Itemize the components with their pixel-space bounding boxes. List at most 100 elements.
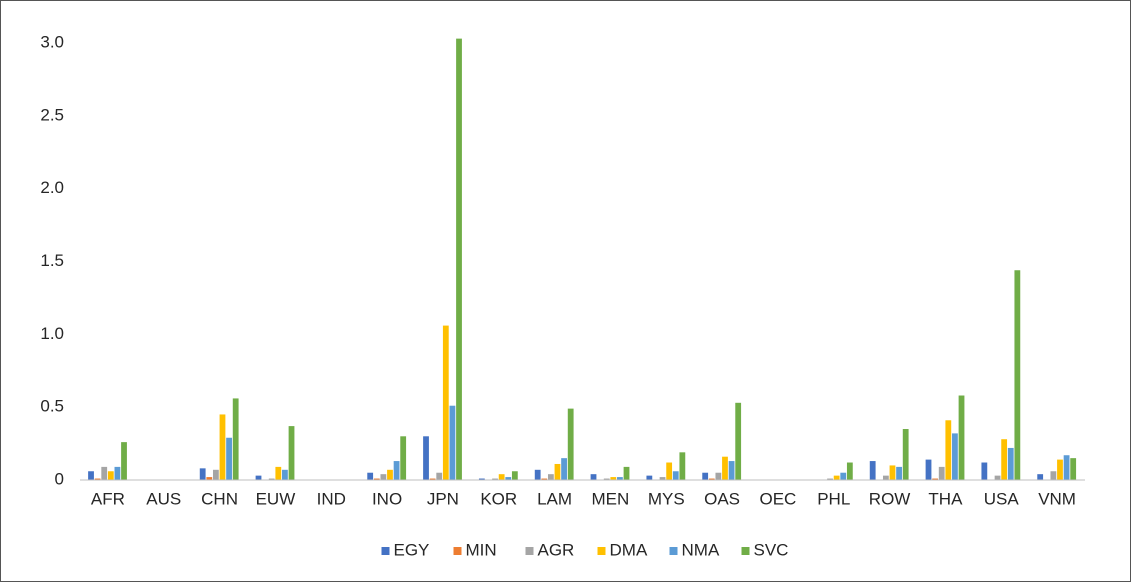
- bar: [1037, 474, 1044, 480]
- bar: [232, 398, 239, 480]
- bar: [932, 478, 939, 480]
- legend-swatch: [525, 547, 534, 555]
- legend-swatch: [381, 547, 390, 555]
- bar: [1070, 458, 1077, 480]
- bar: [101, 466, 108, 480]
- bar: [938, 466, 945, 480]
- bar: [492, 478, 498, 480]
- bar: [505, 477, 512, 480]
- y-tick-label: 0: [55, 469, 64, 488]
- bar: [981, 462, 988, 480]
- bar: [107, 471, 114, 480]
- bar: [380, 474, 387, 480]
- bar: [728, 461, 735, 480]
- y-tick-label: 3.0: [40, 32, 64, 51]
- bar: [541, 478, 548, 480]
- bar: [442, 325, 449, 480]
- bar: [554, 463, 561, 480]
- bar: [952, 433, 958, 480]
- bar: [902, 429, 909, 480]
- bar: [393, 461, 400, 480]
- bar: [498, 474, 505, 480]
- bar: [1057, 459, 1063, 480]
- bar: [456, 38, 462, 480]
- legend-label: DMA: [610, 540, 648, 559]
- legend-label: AGR: [538, 540, 575, 559]
- bar: [449, 405, 456, 480]
- bar: [722, 456, 728, 480]
- bar: [659, 477, 666, 480]
- y-tick-label: 2.0: [40, 178, 64, 197]
- legend-label: SVC: [754, 540, 789, 559]
- legend-swatch: [597, 547, 606, 555]
- bar: [219, 414, 226, 480]
- legend-label: MIN: [466, 540, 497, 559]
- bar: [666, 462, 673, 480]
- y-tick-label: 1.0: [40, 324, 64, 343]
- bar: [827, 478, 833, 480]
- x-tick-label: THA: [928, 489, 963, 508]
- bar: [846, 462, 853, 480]
- bar: [88, 471, 94, 480]
- bar: [423, 436, 429, 480]
- bar: [889, 465, 896, 480]
- bar: [387, 469, 393, 480]
- bar: [610, 477, 617, 480]
- bar: [896, 466, 902, 480]
- bar: [715, 472, 722, 480]
- x-tick-label: AUS: [146, 489, 181, 508]
- bar: [925, 459, 932, 480]
- bar: [114, 466, 121, 480]
- x-tick-label: OAS: [704, 489, 740, 508]
- bar: [603, 478, 610, 480]
- y-tick-label: 2.5: [40, 105, 64, 124]
- bar: [400, 436, 407, 480]
- bar: [282, 469, 288, 480]
- bar: [212, 469, 219, 480]
- bar: [702, 472, 709, 480]
- bar: [679, 452, 686, 480]
- bar: [646, 475, 653, 480]
- bar: [561, 458, 567, 480]
- legend-swatch: [453, 547, 462, 555]
- bar: [882, 475, 889, 480]
- bar: [1063, 455, 1070, 480]
- bar: [367, 472, 374, 480]
- bar: [288, 426, 295, 480]
- bar: [1050, 471, 1057, 480]
- bar: [708, 478, 715, 480]
- x-tick-label: MEN: [592, 489, 630, 508]
- x-tick-label: MYS: [648, 489, 685, 508]
- legend-label: EGY: [394, 540, 430, 559]
- bar: [994, 475, 1001, 480]
- bar: [833, 475, 840, 480]
- bar: [206, 477, 213, 480]
- x-tick-label: PHL: [817, 489, 850, 508]
- bar: [226, 437, 232, 480]
- bar: [958, 395, 965, 480]
- bar: [547, 474, 554, 480]
- bar: [94, 478, 101, 480]
- x-tick-label: IND: [317, 489, 346, 508]
- bar: [567, 408, 574, 480]
- legend-label: NMA: [682, 540, 720, 559]
- bar: [534, 469, 541, 480]
- bar: [511, 471, 518, 480]
- bar: [268, 478, 275, 480]
- bar: [275, 466, 282, 480]
- x-tick-label: ROW: [869, 489, 911, 508]
- bar: [436, 472, 443, 480]
- y-tick-label: 1.5: [40, 251, 64, 270]
- x-tick-label: VNM: [1038, 489, 1076, 508]
- bar: [623, 466, 630, 480]
- x-tick-label: INO: [372, 489, 402, 508]
- bar: [869, 461, 876, 480]
- x-tick-label: CHN: [201, 489, 238, 508]
- bar: [1014, 270, 1021, 480]
- bar: [840, 472, 847, 480]
- x-tick-label: OEC: [759, 489, 796, 508]
- bar: [255, 475, 262, 480]
- bar: [373, 478, 380, 480]
